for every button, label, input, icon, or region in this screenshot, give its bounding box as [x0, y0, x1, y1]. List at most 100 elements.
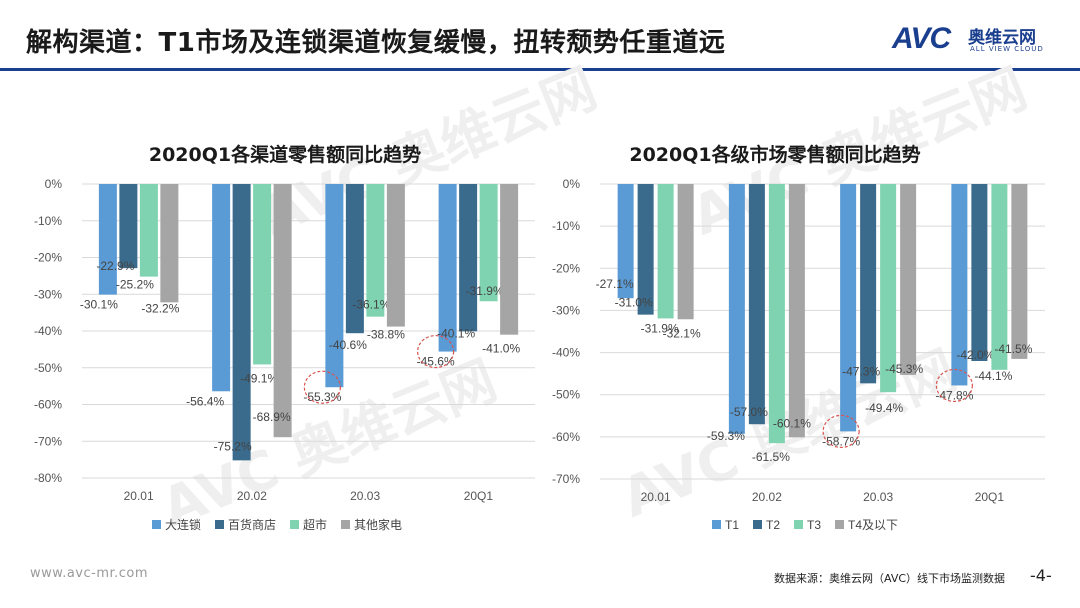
chart1-bar [98, 184, 117, 295]
chart1-data-label: -41.0% [482, 342, 520, 356]
chart2-legend-swatch [794, 520, 803, 529]
chart1-ytick-label: -10% [34, 214, 62, 228]
chart2-ytick-label: -20% [552, 261, 580, 275]
chart2-data-label: -41.5% [994, 342, 1032, 356]
chart2-bar [617, 184, 634, 299]
chart2-bar [1011, 184, 1028, 359]
chart1-data-label: -40.6% [329, 338, 367, 352]
chart1-ytick-label: -70% [34, 434, 62, 448]
chart2-bar [657, 184, 674, 319]
chart1-legend-swatch [341, 520, 350, 529]
chart2-data-label: -42.0% [956, 348, 994, 362]
chart2-data-label: -49.4% [865, 401, 903, 415]
chart1-ytick-label: 0% [45, 177, 63, 191]
chart2-bar [840, 184, 857, 432]
chart2-bar [748, 184, 765, 425]
chart1-category-label: 20Q1 [464, 489, 494, 503]
chart1-bar [500, 184, 519, 335]
chart2-data-label: -59.3% [707, 429, 745, 443]
chart2-title: 2020Q1各级市场零售额同比趋势 [629, 144, 921, 166]
chart2-ytick-label: -40% [552, 346, 580, 360]
chart2-data-label: -44.1% [974, 369, 1012, 383]
chart1-data-label: -30.1% [80, 298, 118, 312]
chart2-ytick-label: -60% [552, 430, 580, 444]
chart2-data-label: -61.5% [752, 450, 790, 464]
chart2-ytick-label: -70% [552, 472, 580, 486]
page-number: -4- [1030, 566, 1052, 585]
chart1-legend-label: 百货商店 [228, 517, 276, 532]
chart1-data-label: -49.1% [240, 371, 278, 385]
chart2-bar [900, 184, 917, 375]
chart2-bar [971, 184, 988, 361]
chart2-category-label: 20.03 [863, 490, 893, 504]
chart2-data-label: -31.0% [615, 296, 653, 310]
website-text: www.avc-mr.com [30, 566, 149, 581]
chart2-legend-label: T1 [725, 518, 739, 532]
chart1-title: 2020Q1各渠道零售额同比趋势 [148, 144, 422, 166]
chart2-ytick-label: -50% [552, 388, 580, 402]
chart2-legend-swatch [712, 520, 721, 529]
chart1-category-label: 20.01 [124, 489, 154, 503]
chart1-category-label: 20.03 [350, 489, 380, 503]
chart1-bar [160, 184, 179, 303]
chart2-legend-swatch [835, 520, 844, 529]
chart2-ytick-label: -10% [552, 219, 580, 233]
chart2-data-label: -47.3% [842, 364, 880, 378]
chart2-category-label: 20.01 [641, 490, 671, 504]
chart1-data-label: -25.2% [116, 278, 154, 292]
chart2-ytick-label: -30% [552, 303, 580, 317]
chart2-legend-label: T2 [766, 518, 780, 532]
chart1-bar [212, 184, 231, 392]
chart1-bar [386, 184, 405, 327]
chart2-bar [788, 184, 805, 438]
brand-logo: AVC 奥维云网 ALL VIEW CLOUD [892, 22, 1062, 60]
chart1-highlight-circle [303, 370, 341, 404]
chart1-bar [139, 184, 158, 277]
chart1-bar [345, 184, 364, 334]
chart1-legend-swatch [152, 520, 161, 529]
logo-cn-text: 奥维云网 [968, 28, 1036, 48]
chart2-data-label: -31.9% [641, 321, 679, 335]
chart1-data-label: -75.2% [214, 439, 252, 453]
chart2-ytick-label: 0% [563, 177, 581, 191]
chart1-bar [366, 184, 385, 317]
chart1-data-label: -32.2% [141, 301, 179, 315]
chart1-ytick-label: -40% [34, 324, 62, 338]
chart2-bar [860, 184, 877, 384]
chart1-legend-label: 其他家电 [354, 517, 402, 532]
chart1-bar [479, 184, 498, 302]
chart2-data-label: -27.1% [596, 277, 634, 291]
chart2-data-label: -60.1% [773, 416, 811, 430]
chart2-bar [637, 184, 654, 315]
chart2-bar [677, 184, 694, 320]
chart1-bar [459, 184, 478, 332]
chart2-legend-swatch [753, 520, 762, 529]
chart1-highlight-circle [417, 334, 455, 369]
chart1-data-label: -40.1% [437, 326, 475, 340]
chart1-bar [273, 184, 292, 438]
chart1-ytick-label: -20% [34, 251, 62, 265]
data-source-text: 数据来源：奥维云网（AVC）线下市场监测数据 [774, 572, 1006, 585]
chart1-bar [438, 184, 457, 352]
chart2-bar [991, 184, 1008, 370]
chart2-category-label: 20Q1 [975, 490, 1005, 504]
page-title: 解构渠道：T1市场及连锁渠道恢复缓慢，扭转颓势任重道远 [26, 28, 726, 58]
logo-text: AVC [892, 22, 951, 55]
chart1-category-label: 20.02 [237, 489, 267, 503]
chart1-ytick-label: -50% [34, 361, 62, 375]
chart1-ytick-label: -80% [34, 471, 62, 485]
chart1-data-label: -38.8% [367, 328, 405, 342]
chart2-highlight-circle [822, 414, 860, 448]
chart2-legend-label: T4及以下 [848, 518, 898, 532]
chart1-ytick-label: -60% [34, 398, 62, 412]
chart1-legend-swatch [215, 520, 224, 529]
chart1-legend-swatch [290, 520, 299, 529]
header-divider [0, 68, 1080, 71]
chart1-bar [119, 184, 138, 269]
chart2-data-label: -32.1% [663, 326, 701, 340]
chart2-bar [768, 184, 785, 444]
chart1-data-label: -56.4% [186, 394, 224, 408]
chart2-bar [728, 184, 745, 434]
chart2-bar [951, 184, 968, 386]
